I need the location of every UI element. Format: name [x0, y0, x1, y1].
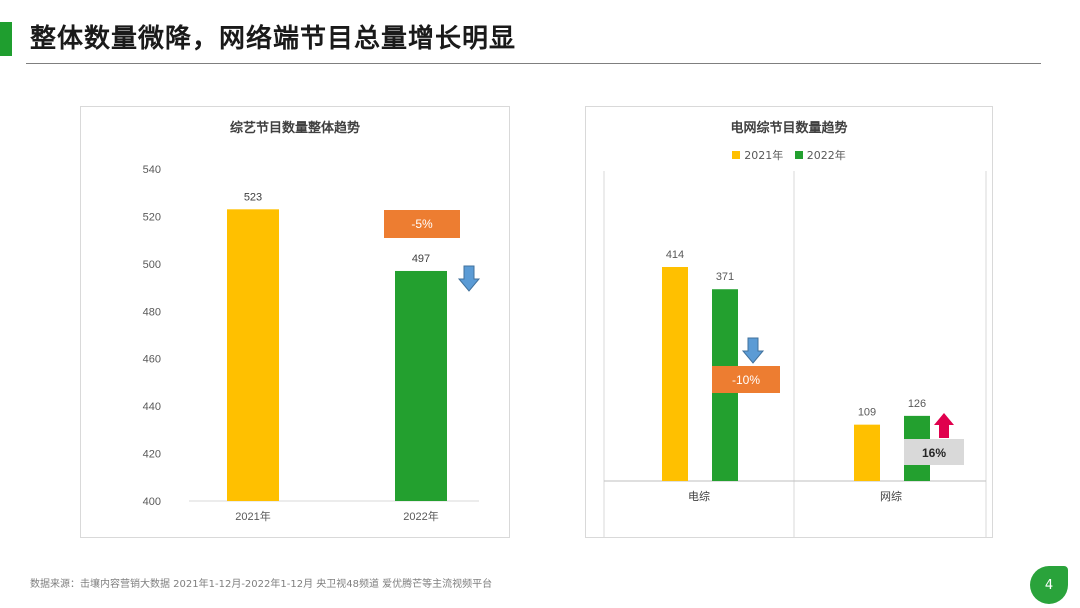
page-title: 整体数量微降，网络端节目总量增长明显	[30, 24, 517, 54]
legend-swatch-2022	[794, 151, 803, 159]
down-arrow-icon	[741, 337, 765, 364]
chart-panel-tv-web-trend: 电网综节目数量趋势 2021年 2022年 414 371 电综 109 126 网综 -1…	[585, 106, 993, 538]
y-tick-label: 440	[143, 401, 161, 413]
total-trend-chart: 400 420 440 460 480 500 520 540 523 2021年 497 2022年…	[143, 164, 481, 523]
data-label: 523	[244, 191, 262, 203]
legend-label: 2022年	[806, 149, 846, 162]
page-number: 4	[1044, 577, 1054, 593]
change-callout-label: -5%	[411, 217, 433, 231]
data-label: 414	[666, 249, 684, 261]
change-callout	[712, 366, 780, 393]
data-label: 371	[716, 271, 734, 283]
x-tick-label: 网综	[880, 489, 902, 503]
change-callout	[904, 439, 964, 465]
chart-title: 电网综节目数量趋势	[730, 121, 848, 136]
tv-web-trend-chart: 414 371 电综 109 126 网综 -10% 16%	[603, 171, 987, 537]
legend-item-2021: 2021年	[732, 147, 783, 163]
chart-panel-total-trend: 综艺节目数量整体趋势 400 420 440 460 480 500 520 540 523 20…	[80, 106, 510, 538]
x-tick-label: 2022年	[403, 509, 438, 523]
y-tick-label: 400	[143, 496, 161, 508]
bar-电综-2021年	[662, 267, 688, 481]
legend-label: 2021年	[744, 149, 784, 162]
title-accent-bar	[0, 22, 12, 56]
legend-item-2022: 2022年	[794, 147, 846, 163]
change-callout-label: 16%	[922, 446, 946, 460]
page-number-badge: 4	[1030, 566, 1068, 604]
title-divider	[26, 63, 1041, 64]
y-tick-label: 460	[143, 354, 161, 366]
bar-网综-2021年	[854, 424, 880, 481]
data-label: 126	[908, 398, 926, 410]
up-arrow-icon	[934, 413, 954, 438]
change-callout-label: -10%	[732, 373, 760, 387]
legend-swatch-2021	[732, 151, 741, 159]
y-tick-label: 500	[143, 259, 161, 271]
y-tick-label: 420	[143, 449, 161, 461]
data-label: 497	[412, 253, 430, 265]
chart-title: 综艺节目数量整体趋势	[229, 121, 360, 136]
data-label: 109	[858, 407, 876, 419]
change-callout	[384, 210, 460, 238]
y-tick-label: 540	[143, 164, 161, 176]
y-tick-label: 520	[143, 211, 161, 223]
down-arrow-icon	[457, 265, 481, 292]
source-note: 数据来源：击壤内容营销大数据 2021年1-12月-2022年1-12月 央卫视…	[30, 579, 493, 590]
x-tick-label: 2021年	[235, 509, 270, 523]
bar-1	[395, 270, 447, 501]
x-tick-label: 电综	[688, 489, 710, 503]
chart-legend: 2021年 2022年	[586, 147, 992, 163]
bar-0	[227, 209, 279, 502]
y-tick-label: 480	[143, 306, 161, 318]
